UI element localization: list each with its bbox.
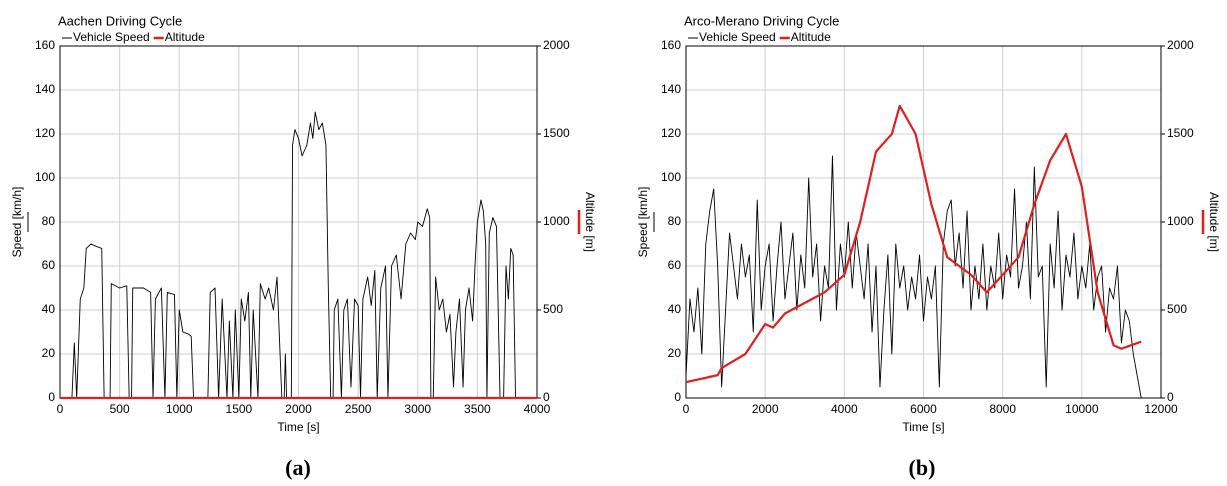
plot-frame xyxy=(685,45,1162,399)
y2-tick-label: 2000 xyxy=(543,38,570,52)
y-tick-label: 20 xyxy=(668,346,682,360)
x-tick-label: 0 xyxy=(683,402,690,416)
caption: (a) xyxy=(285,455,311,480)
legend-label: Altitude xyxy=(165,30,205,44)
caption: (b) xyxy=(909,455,936,480)
y-tick-label: 120 xyxy=(661,126,681,140)
x-tick-label: 2000 xyxy=(285,402,312,416)
y-axis-label: Speed [km/h] xyxy=(636,187,650,258)
chart-panel: Arco-Merano Driving Cycle Vehicle Speed Al… xyxy=(636,13,1221,480)
y-tick-label: 20 xyxy=(42,346,56,360)
y-tick-label: 80 xyxy=(668,214,682,228)
x-tick-label: 8000 xyxy=(989,402,1016,416)
x-tick-label: 6000 xyxy=(910,402,937,416)
x-tick-label: 10000 xyxy=(1065,402,1099,416)
x-tick-label: 1000 xyxy=(166,402,193,416)
y-axis-label: Speed [km/h] xyxy=(10,187,24,258)
chart-title: Arco-Merano Driving Cycle xyxy=(684,13,839,28)
series-line xyxy=(685,104,1142,384)
y-tick-label: 140 xyxy=(661,82,681,96)
chart-title: Aachen Driving Cycle xyxy=(58,13,182,28)
y2-tick-label: 1500 xyxy=(1167,126,1194,140)
x-axis-label: Time [s] xyxy=(902,420,944,434)
series-line xyxy=(685,155,1142,399)
y2-tick-label: 2000 xyxy=(1167,38,1194,52)
y-tick-label: 0 xyxy=(48,390,55,404)
legend-label: Altitude xyxy=(791,30,831,44)
x-axis-label: Time [s] xyxy=(277,420,319,434)
y-tick-label: 40 xyxy=(668,302,682,316)
y-tick-label: 120 xyxy=(35,126,55,140)
x-tick-label: 12000 xyxy=(1144,402,1178,416)
x-tick-label: 4000 xyxy=(831,402,858,416)
y-tick-label: 160 xyxy=(661,38,681,52)
y-tick-label: 140 xyxy=(35,82,55,96)
x-tick-label: 3000 xyxy=(404,402,431,416)
y2-axis-label: Altitude [m] xyxy=(583,192,597,252)
y-tick-label: 40 xyxy=(42,302,56,316)
y2-tick-label: 1000 xyxy=(543,214,570,228)
y2-axis-label: Altitude [m] xyxy=(1207,192,1221,252)
y2-tick-label: 500 xyxy=(1167,302,1187,316)
y2-tick-label: 0 xyxy=(1167,390,1174,404)
y-tick-label: 100 xyxy=(661,170,681,184)
y-tick-label: 80 xyxy=(42,214,56,228)
y2-tick-label: 1500 xyxy=(543,126,570,140)
y2-tick-label: 500 xyxy=(543,302,563,316)
x-tick-label: 500 xyxy=(110,402,130,416)
chart-panel: Aachen Driving Cycle Vehicle Speed Altitud… xyxy=(10,13,597,480)
x-tick-label: 0 xyxy=(57,402,64,416)
y2-tick-label: 1000 xyxy=(1167,214,1194,228)
x-tick-label: 3500 xyxy=(464,402,491,416)
y-tick-label: 100 xyxy=(35,170,55,184)
series-line xyxy=(60,111,537,399)
y2-tick-label: 0 xyxy=(543,390,550,404)
x-tick-label: 2000 xyxy=(752,402,779,416)
y-tick-label: 0 xyxy=(674,390,681,404)
x-tick-label: 1500 xyxy=(226,402,253,416)
legend-label: Vehicle Speed xyxy=(699,30,776,44)
y-tick-label: 160 xyxy=(35,38,55,52)
y-tick-label: 60 xyxy=(42,258,56,272)
x-tick-label: 4000 xyxy=(524,402,551,416)
legend-label: Vehicle Speed xyxy=(73,30,150,44)
y-tick-label: 60 xyxy=(668,258,682,272)
x-tick-label: 2500 xyxy=(345,402,372,416)
